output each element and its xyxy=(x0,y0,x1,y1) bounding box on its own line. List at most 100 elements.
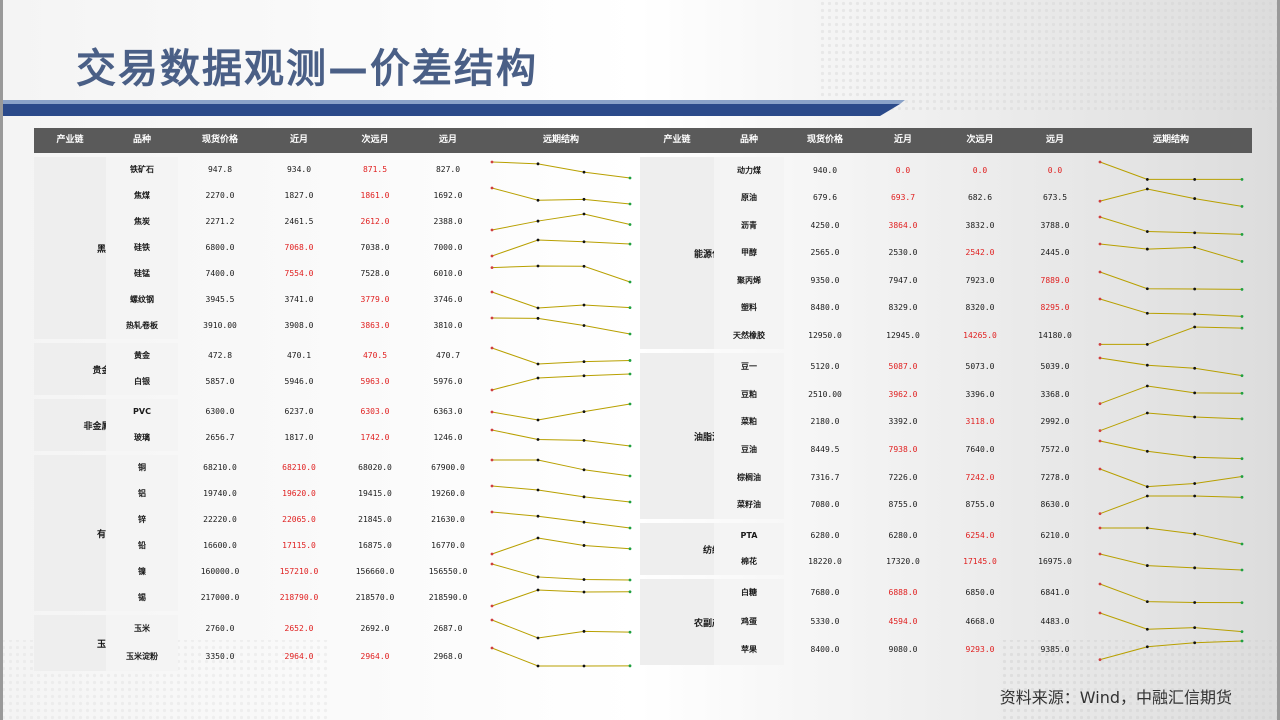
left-structure-header: 远期结构 xyxy=(542,135,579,145)
forward-structure-sparkline xyxy=(1098,356,1244,378)
sparkline-point xyxy=(582,374,586,378)
far-value: 19260.0 xyxy=(431,489,465,498)
forward-structure-sparkline xyxy=(1098,639,1244,662)
sparkline-point xyxy=(1145,484,1149,488)
spot-value: 8480.0 xyxy=(810,303,840,313)
forward-structure-sparkline xyxy=(490,458,632,478)
sparkline-path xyxy=(491,429,631,447)
sparkline-path xyxy=(491,265,631,283)
forward-structure-sparkline xyxy=(490,346,632,366)
far-value: 7000.0 xyxy=(433,243,463,252)
sparkline-path xyxy=(1099,298,1243,318)
sparkline-point xyxy=(1098,467,1102,471)
near-value: 7226.0 xyxy=(888,472,918,482)
sparkline-path xyxy=(1099,161,1242,180)
sparkline-point xyxy=(1193,312,1197,316)
forward-structure-sparkline xyxy=(1098,552,1244,572)
item-name: 铝 xyxy=(138,489,146,498)
next-value: 7640.0 xyxy=(965,445,995,454)
near-value: 0.0 xyxy=(895,166,911,175)
sparkline-point xyxy=(490,562,494,566)
right-next-header: 次远月 xyxy=(966,135,994,145)
sparkline-point xyxy=(1145,411,1149,415)
next-value: 6254.0 xyxy=(965,531,995,540)
spot-value: 2565.0 xyxy=(810,248,840,258)
forward-structure-sparkline xyxy=(490,536,632,556)
far-value: 7572.0 xyxy=(1040,445,1070,454)
item-name: 铁矿石 xyxy=(130,165,154,174)
forward-structure-sparkline xyxy=(1098,188,1244,209)
sparkline-point xyxy=(536,162,540,166)
item-name: 锌 xyxy=(138,515,146,524)
sparkline-point xyxy=(1098,611,1102,615)
far-value: 5976.0 xyxy=(433,377,463,386)
forward-structure-sparkline xyxy=(1098,160,1244,181)
sparkline-point xyxy=(1145,564,1149,567)
spot-value: 2656.7 xyxy=(205,433,235,442)
sparkline-point xyxy=(582,578,586,581)
next-value: 7528.0 xyxy=(360,269,390,278)
sparkline-point xyxy=(1240,639,1244,643)
spot-value: 19740.0 xyxy=(203,489,237,498)
near-value: 4594.0 xyxy=(888,616,918,626)
forward-structure-sparkline xyxy=(490,646,632,668)
spot-value: 16600.0 xyxy=(203,541,237,550)
sparkline-point xyxy=(628,359,632,362)
item-name: 硅锰 xyxy=(134,269,150,278)
spot-value: 12950.0 xyxy=(808,330,842,340)
sparkline-point xyxy=(536,458,540,462)
sparkline-point xyxy=(628,590,632,594)
sparkline-point xyxy=(536,238,540,242)
far-value: 7278.0 xyxy=(1040,472,1070,482)
sparkline-point xyxy=(628,332,632,336)
sparkline-point xyxy=(490,316,494,320)
forward-structure-sparkline xyxy=(1098,215,1244,236)
item-name: 铅 xyxy=(138,541,146,550)
sparkline-point xyxy=(1193,532,1197,536)
spot-value: 7400.0 xyxy=(205,269,235,278)
far-value: 0.0 xyxy=(1047,166,1063,175)
near-value: 1827.0 xyxy=(284,191,314,200)
spot-value: 9350.0 xyxy=(810,275,840,285)
sparkline-point xyxy=(490,552,494,556)
near-value: 17115.0 xyxy=(282,541,316,550)
item-name: 棉花 xyxy=(741,557,757,566)
near-value: 22065.0 xyxy=(282,515,316,524)
far-value: 2687.0 xyxy=(433,624,463,633)
sparkline-point xyxy=(1098,242,1102,246)
sparkline-point xyxy=(490,346,494,350)
next-value: 21845.0 xyxy=(358,515,392,524)
sparkline-point xyxy=(582,590,586,594)
sparkline-point xyxy=(628,372,632,376)
forward-structure-sparkline xyxy=(1098,297,1244,318)
forward-structure-sparkline xyxy=(490,618,632,640)
sparkline-path xyxy=(1099,583,1243,604)
forward-structure-sparkline xyxy=(490,372,632,392)
far-value: 470.7 xyxy=(435,351,461,360)
next-value: 7923.0 xyxy=(965,275,995,285)
next-value: 6303.0 xyxy=(360,407,390,416)
sparkline-path xyxy=(491,619,631,639)
right-group-2-item-band xyxy=(714,523,784,575)
far-value: 16770.0 xyxy=(431,541,465,550)
far-value: 6010.0 xyxy=(433,269,463,278)
sparkline-point xyxy=(1193,455,1197,459)
next-value: 1861.0 xyxy=(360,191,390,200)
sparkline-point xyxy=(1193,494,1197,498)
next-value: 2542.0 xyxy=(965,248,995,258)
spot-value: 7316.7 xyxy=(810,472,840,482)
next-value: 19415.0 xyxy=(358,489,392,498)
sparkline-point xyxy=(582,212,586,216)
forward-structure-sparkline xyxy=(490,428,632,448)
sparkline-point xyxy=(628,306,632,310)
sparkline-path xyxy=(1099,216,1243,235)
sparkline-point xyxy=(582,264,586,268)
item-name: 玉米淀粉 xyxy=(126,652,158,661)
sparkline-point xyxy=(1145,600,1149,604)
near-value: 8755.0 xyxy=(888,500,918,510)
far-value: 3810.0 xyxy=(433,321,463,330)
sparkline-point xyxy=(582,170,586,174)
next-value: 2692.0 xyxy=(360,624,390,633)
sparkline-point xyxy=(1098,526,1102,530)
forward-structure-sparkline xyxy=(1098,242,1244,264)
